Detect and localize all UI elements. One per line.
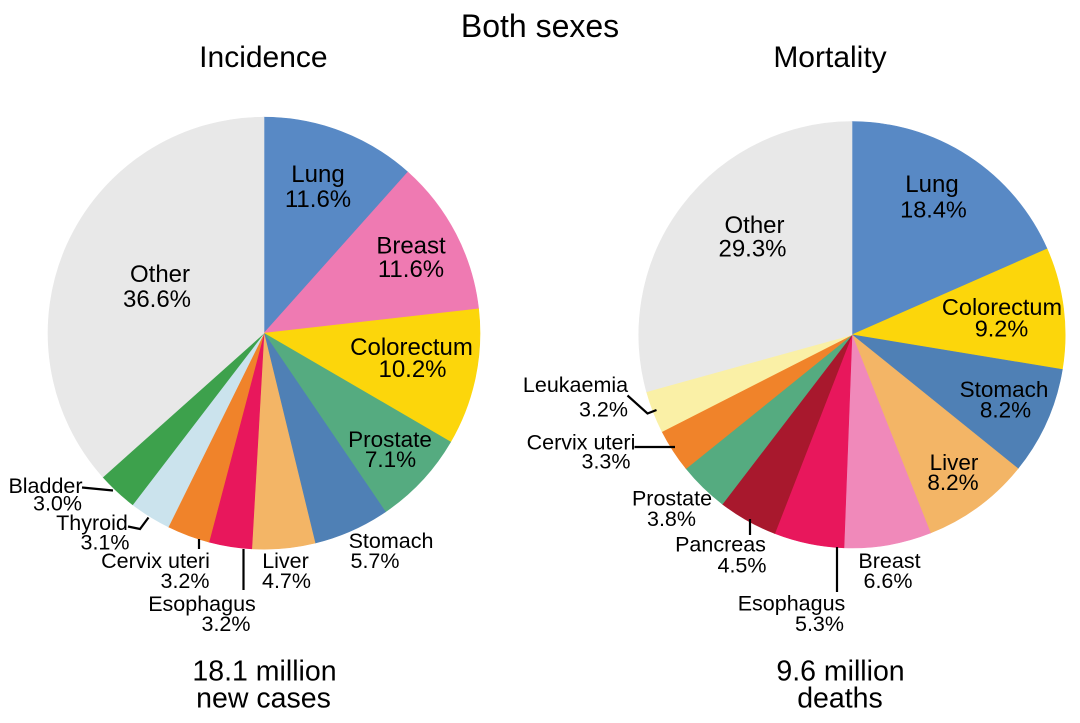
svg-text:Other: Other bbox=[724, 212, 784, 239]
svg-text:Pancreas: Pancreas bbox=[675, 533, 766, 557]
svg-text:5.7%: 5.7% bbox=[350, 549, 399, 573]
svg-text:Lung: Lung bbox=[905, 171, 958, 198]
svg-text:Cervix uteri: Cervix uteri bbox=[527, 431, 636, 455]
svg-text:3.2%: 3.2% bbox=[579, 398, 628, 422]
svg-text:deaths: deaths bbox=[797, 683, 883, 715]
svg-text:5.3%: 5.3% bbox=[795, 612, 844, 636]
svg-text:9.2%: 9.2% bbox=[975, 316, 1029, 342]
svg-text:Prostate: Prostate bbox=[632, 487, 712, 511]
svg-text:Liver: Liver bbox=[262, 549, 309, 573]
svg-text:Breast: Breast bbox=[376, 233, 446, 260]
svg-text:8.2%: 8.2% bbox=[927, 470, 978, 495]
svg-text:Esophagus: Esophagus bbox=[148, 592, 256, 616]
svg-text:Other: Other bbox=[130, 261, 190, 288]
svg-text:36.6%: 36.6% bbox=[123, 286, 191, 313]
svg-text:new cases: new cases bbox=[196, 683, 331, 715]
svg-text:3.2%: 3.2% bbox=[160, 569, 209, 593]
svg-text:9.6 million: 9.6 million bbox=[776, 656, 904, 688]
svg-text:11.6%: 11.6% bbox=[378, 256, 444, 283]
svg-text:Thyroid: Thyroid bbox=[56, 511, 128, 535]
svg-text:18.1 million: 18.1 million bbox=[192, 656, 336, 688]
svg-text:4.5%: 4.5% bbox=[717, 554, 766, 578]
svg-text:Incidence: Incidence bbox=[199, 41, 327, 74]
svg-text:18.4%: 18.4% bbox=[900, 197, 967, 223]
svg-text:3.1%: 3.1% bbox=[80, 531, 129, 555]
svg-text:Stomach: Stomach bbox=[960, 377, 1049, 402]
svg-text:Breast: Breast bbox=[858, 549, 920, 573]
svg-text:Mortality: Mortality bbox=[773, 41, 886, 74]
svg-text:6.6%: 6.6% bbox=[863, 569, 912, 593]
svg-text:Prostate: Prostate bbox=[348, 427, 432, 452]
svg-text:8.2%: 8.2% bbox=[980, 398, 1031, 423]
svg-text:Both sexes: Both sexes bbox=[461, 8, 619, 44]
svg-text:Lung: Lung bbox=[291, 161, 344, 188]
svg-text:7.1%: 7.1% bbox=[365, 447, 416, 472]
svg-text:10.2%: 10.2% bbox=[378, 356, 446, 383]
svg-text:3.8%: 3.8% bbox=[647, 507, 696, 531]
svg-text:11.6%: 11.6% bbox=[285, 186, 351, 213]
svg-text:Colorectum: Colorectum bbox=[350, 334, 473, 361]
svg-text:Liver: Liver bbox=[930, 450, 979, 475]
svg-text:Colorectum: Colorectum bbox=[942, 294, 1062, 320]
svg-text:Cervix uteri: Cervix uteri bbox=[101, 549, 210, 573]
svg-text:3.2%: 3.2% bbox=[201, 612, 250, 636]
svg-text:3.3%: 3.3% bbox=[581, 450, 630, 474]
svg-text:29.3%: 29.3% bbox=[718, 236, 786, 263]
svg-text:3.0%: 3.0% bbox=[33, 492, 82, 516]
svg-text:Bladder: Bladder bbox=[8, 474, 82, 498]
svg-text:Leukaemia: Leukaemia bbox=[523, 373, 628, 397]
svg-text:4.7%: 4.7% bbox=[262, 569, 311, 593]
svg-text:Esophagus: Esophagus bbox=[738, 592, 846, 616]
svg-text:Stomach: Stomach bbox=[349, 529, 434, 553]
